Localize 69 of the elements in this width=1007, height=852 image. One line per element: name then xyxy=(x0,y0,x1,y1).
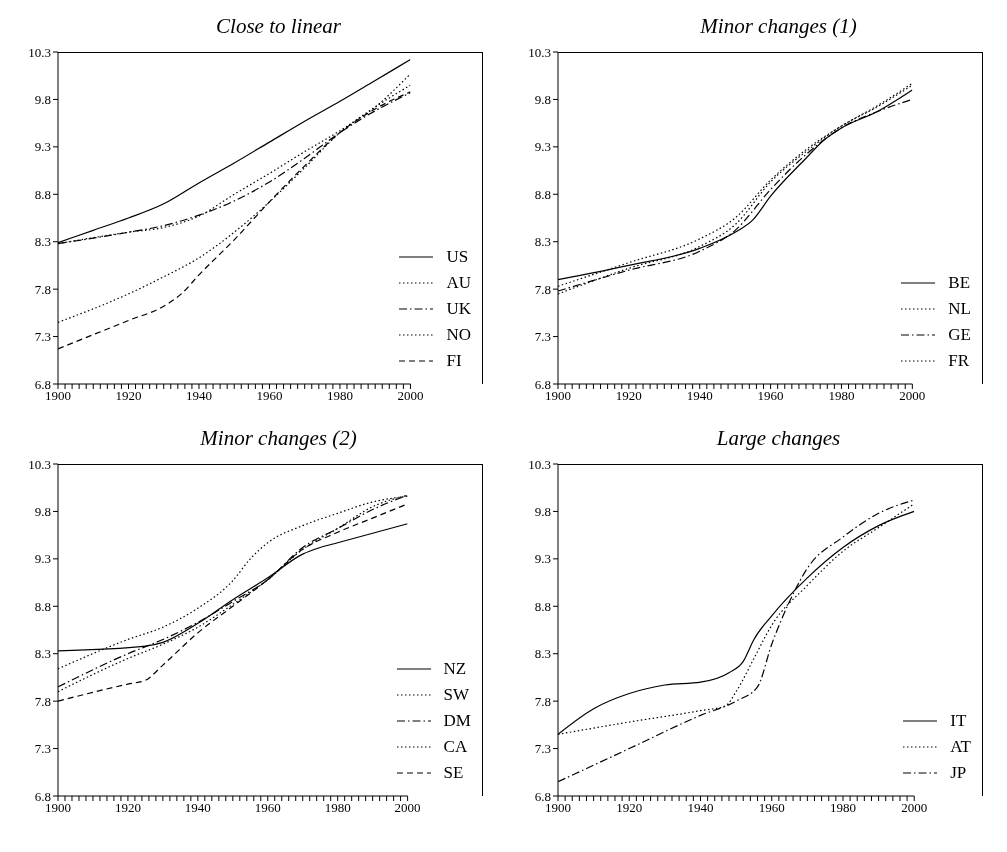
x-tick-label: 2000 xyxy=(397,388,424,404)
legend-label: US xyxy=(446,247,469,267)
legend-label: NO xyxy=(446,325,471,345)
legend-label: BE xyxy=(948,273,971,293)
y-tick-label: 8.3 xyxy=(534,646,551,662)
x-tick-label: 1940 xyxy=(686,388,713,404)
y-tick-label: 10.3 xyxy=(528,456,551,472)
x-tick-label: 2000 xyxy=(901,800,928,816)
x-tick-label: 1960 xyxy=(256,388,283,404)
y-tick-label: 7.8 xyxy=(534,281,551,297)
x-tick-label: 1980 xyxy=(828,388,855,404)
x-tick-label: 1920 xyxy=(615,388,642,404)
y-tick-label: 8.8 xyxy=(534,186,551,202)
y-tick-label: 9.3 xyxy=(34,551,51,567)
legend-label: AT xyxy=(950,737,971,757)
y-tick-label: 10.3 xyxy=(28,456,51,472)
y-tick-label: 7.3 xyxy=(34,741,51,757)
legend-label: AU xyxy=(446,273,471,293)
chart-title: Minor changes (2) xyxy=(199,425,358,452)
x-tick-label: 1940 xyxy=(185,388,212,404)
y-tick-label: 7.3 xyxy=(534,329,551,345)
y-tick-label: 9.3 xyxy=(34,139,51,155)
y-tick-label: 9.8 xyxy=(34,504,51,520)
legend-label: NL xyxy=(948,299,971,319)
y-tick-label: 10.3 xyxy=(528,44,551,60)
legend-label: GE xyxy=(948,325,971,345)
x-tick-label: 1920 xyxy=(616,800,643,816)
x-tick-label: 1980 xyxy=(829,800,856,816)
y-tick-label: 7.8 xyxy=(34,281,51,297)
legend-label: DM xyxy=(443,711,471,731)
legend-label: UK xyxy=(446,299,471,319)
y-tick-label: 8.8 xyxy=(534,598,551,614)
y-tick-label: 8.8 xyxy=(34,186,51,202)
legend-label: SE xyxy=(443,763,464,783)
y-tick-label: 9.3 xyxy=(534,139,551,155)
legend-label: SW xyxy=(443,685,470,705)
y-tick-label: 10.3 xyxy=(28,44,51,60)
y-tick-label: 8.3 xyxy=(34,234,51,250)
y-tick-label: 7.3 xyxy=(534,741,551,757)
y-tick-label: 8.3 xyxy=(34,646,51,662)
chart-title: Minor changes (1) xyxy=(699,13,858,40)
y-tick-label: 9.8 xyxy=(534,92,551,108)
y-tick-label: 7.3 xyxy=(34,329,51,345)
y-tick-label: 7.8 xyxy=(534,693,551,709)
x-tick-label: 1980 xyxy=(326,388,353,404)
legend-label: IT xyxy=(950,711,967,731)
y-tick-label: 7.8 xyxy=(34,693,51,709)
y-tick-label: 9.3 xyxy=(534,551,551,567)
legend-label: FI xyxy=(446,351,462,371)
x-tick-label: 1920 xyxy=(114,800,141,816)
chart-title: Close to linear xyxy=(215,13,342,40)
y-tick-label: 9.8 xyxy=(34,92,51,108)
x-tick-label: 1940 xyxy=(184,800,211,816)
y-tick-label: 8.8 xyxy=(34,598,51,614)
legend-label: CA xyxy=(443,737,468,757)
x-tick-label: 2000 xyxy=(394,800,421,816)
x-tick-label: 1960 xyxy=(758,800,785,816)
x-tick-label: 1980 xyxy=(324,800,351,816)
x-tick-label: 2000 xyxy=(899,388,926,404)
chart-title: Large changes xyxy=(715,425,842,452)
x-tick-label: 1920 xyxy=(115,388,142,404)
y-tick-label: 8.3 xyxy=(534,234,551,250)
y-tick-label: 9.8 xyxy=(534,504,551,520)
x-tick-label: 1960 xyxy=(757,388,784,404)
legend-label: NZ xyxy=(443,659,467,679)
legend-label: JP xyxy=(950,763,967,783)
x-tick-label: 1940 xyxy=(687,800,714,816)
legend-label: FR xyxy=(948,351,970,371)
x-tick-label: 1960 xyxy=(254,800,281,816)
